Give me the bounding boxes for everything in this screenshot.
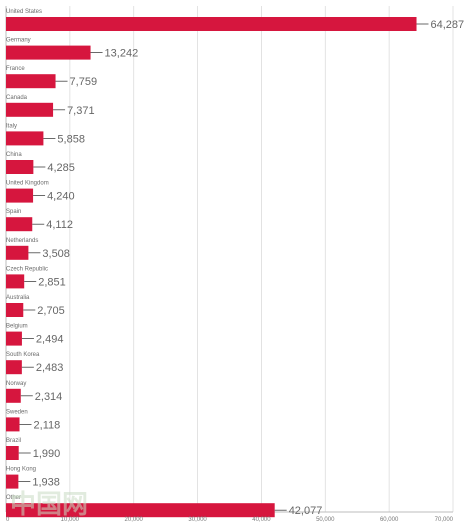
value-label: 5,858 xyxy=(57,133,85,145)
bar xyxy=(6,474,19,489)
x-tick-label: 70,000 xyxy=(435,517,454,523)
watermark-logo: 中国网 xyxy=(10,489,88,519)
value-label: 2,314 xyxy=(35,391,63,403)
x-tick-label: 30,000 xyxy=(188,517,207,523)
x-axis-ticks: 0 10,000 20,000 30,000 40,000 50,000 60,000 70,… xyxy=(6,517,454,523)
bar xyxy=(6,131,44,146)
x-tick-label: 10,000 xyxy=(61,517,80,523)
value-label: 3,508 xyxy=(42,248,70,260)
value-label: 2,851 xyxy=(38,276,66,288)
bar xyxy=(6,45,91,60)
value-label: 42,077 xyxy=(289,505,323,517)
bars xyxy=(6,17,429,518)
category-label: Belgium xyxy=(6,324,28,330)
category-label: Czech Republic xyxy=(6,266,48,272)
bar xyxy=(6,303,24,317)
category-label: Australia xyxy=(6,295,30,301)
value-label: 4,240 xyxy=(47,191,75,203)
bar xyxy=(6,17,417,31)
bar xyxy=(6,274,25,289)
bar xyxy=(6,446,19,460)
x-tick-label: 50,000 xyxy=(316,517,335,523)
category-label: China xyxy=(6,152,22,158)
value-label: 4,112 xyxy=(46,219,73,231)
bar xyxy=(6,417,20,432)
category-label: United States xyxy=(6,9,42,15)
value-label: 2,705 xyxy=(37,305,65,317)
category-label: Germany xyxy=(6,38,31,44)
value-label: 13,242 xyxy=(105,48,139,60)
category-label: Other xyxy=(6,495,21,501)
value-label: 2,483 xyxy=(36,362,64,374)
category-label: Brazil xyxy=(6,438,21,444)
bar xyxy=(6,102,54,117)
x-tick-label: 60,000 xyxy=(380,517,399,523)
value-label: 2,118 xyxy=(34,419,61,431)
category-label: South Korea xyxy=(6,352,40,358)
category-label: Canada xyxy=(6,95,28,101)
bar xyxy=(6,388,21,403)
x-tick-label: 0 xyxy=(6,517,10,523)
category-label: Sweden xyxy=(6,409,28,415)
category-label: Norway xyxy=(6,381,26,387)
value-label: 7,759 xyxy=(70,76,98,88)
bar xyxy=(6,188,34,203)
category-label: Italy xyxy=(6,123,17,129)
bar xyxy=(6,360,22,375)
value-label: 2,494 xyxy=(36,334,64,346)
category-label: France xyxy=(6,66,25,72)
bar xyxy=(6,160,34,174)
bar xyxy=(6,217,33,232)
category-label: Netherlands xyxy=(6,238,38,244)
category-label: Hong Kong xyxy=(6,467,36,473)
value-label: 4,285 xyxy=(47,162,75,174)
x-tick-label: 40,000 xyxy=(252,517,271,523)
value-label: 64,287 xyxy=(431,19,465,31)
bar xyxy=(6,245,29,260)
x-tick-label: 20,000 xyxy=(125,517,144,523)
value-label: 1,990 xyxy=(33,448,61,460)
bar xyxy=(6,74,56,89)
labels: United States 64,287 Germany 13,242 France 7,… xyxy=(6,9,464,517)
bar xyxy=(6,503,275,518)
value-label: 1,938 xyxy=(32,477,60,489)
bar xyxy=(6,331,22,346)
value-label: 7,371 xyxy=(67,105,95,117)
category-label: United Kingdom xyxy=(6,181,49,187)
category-label: Spain xyxy=(6,209,21,215)
